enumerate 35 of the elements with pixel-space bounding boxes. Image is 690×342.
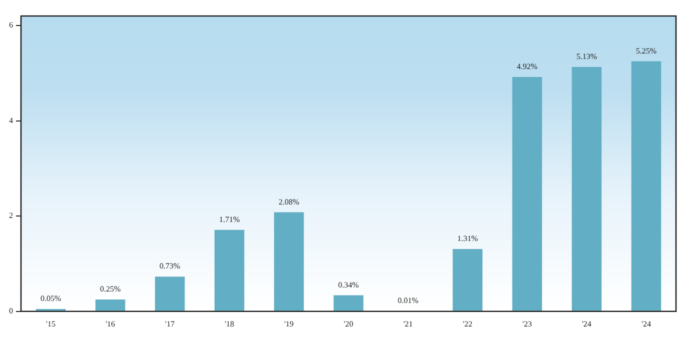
x-tick-label: '16	[106, 319, 116, 328]
x-tick-label: '15	[46, 319, 56, 328]
data-label: 2.08%	[278, 197, 300, 206]
y-tick-label: 4	[9, 116, 13, 125]
bar	[512, 76, 542, 311]
bar	[154, 276, 185, 311]
data-label: 5.25%	[636, 46, 657, 56]
x-tick-label: '24	[582, 319, 592, 328]
x-tick-label: '17	[165, 319, 175, 328]
bar	[214, 230, 244, 311]
x-tick-label: '20	[344, 319, 354, 328]
bar	[334, 295, 364, 311]
data-label: 1.31%	[457, 234, 478, 244]
x-tick-label: '24	[642, 319, 651, 328]
data-label: 0.73%	[160, 262, 181, 271]
bar	[274, 212, 304, 311]
bar	[572, 66, 602, 311]
bar	[631, 61, 662, 311]
data-label: 5.13%	[576, 52, 598, 62]
y-tick-label: 6	[9, 20, 13, 30]
y-tick-label: 2	[9, 211, 13, 220]
x-tick-label: '22	[462, 319, 472, 328]
data-label: 0.01%	[398, 296, 419, 306]
data-label: 0.34%	[338, 280, 360, 290]
data-label: 0.05%	[40, 294, 62, 304]
data-label: 0.25%	[100, 284, 121, 294]
x-tick-label: '23	[522, 319, 532, 328]
data-label: 4.92%	[516, 62, 538, 72]
bar	[95, 299, 126, 311]
x-tick-label: '18	[224, 319, 234, 328]
bar	[452, 248, 482, 311]
x-tick-label: '19	[284, 319, 294, 328]
y-tick-label: 0	[9, 306, 13, 316]
data-label: 1.71%	[219, 215, 240, 224]
x-tick-label: '21	[403, 319, 413, 328]
